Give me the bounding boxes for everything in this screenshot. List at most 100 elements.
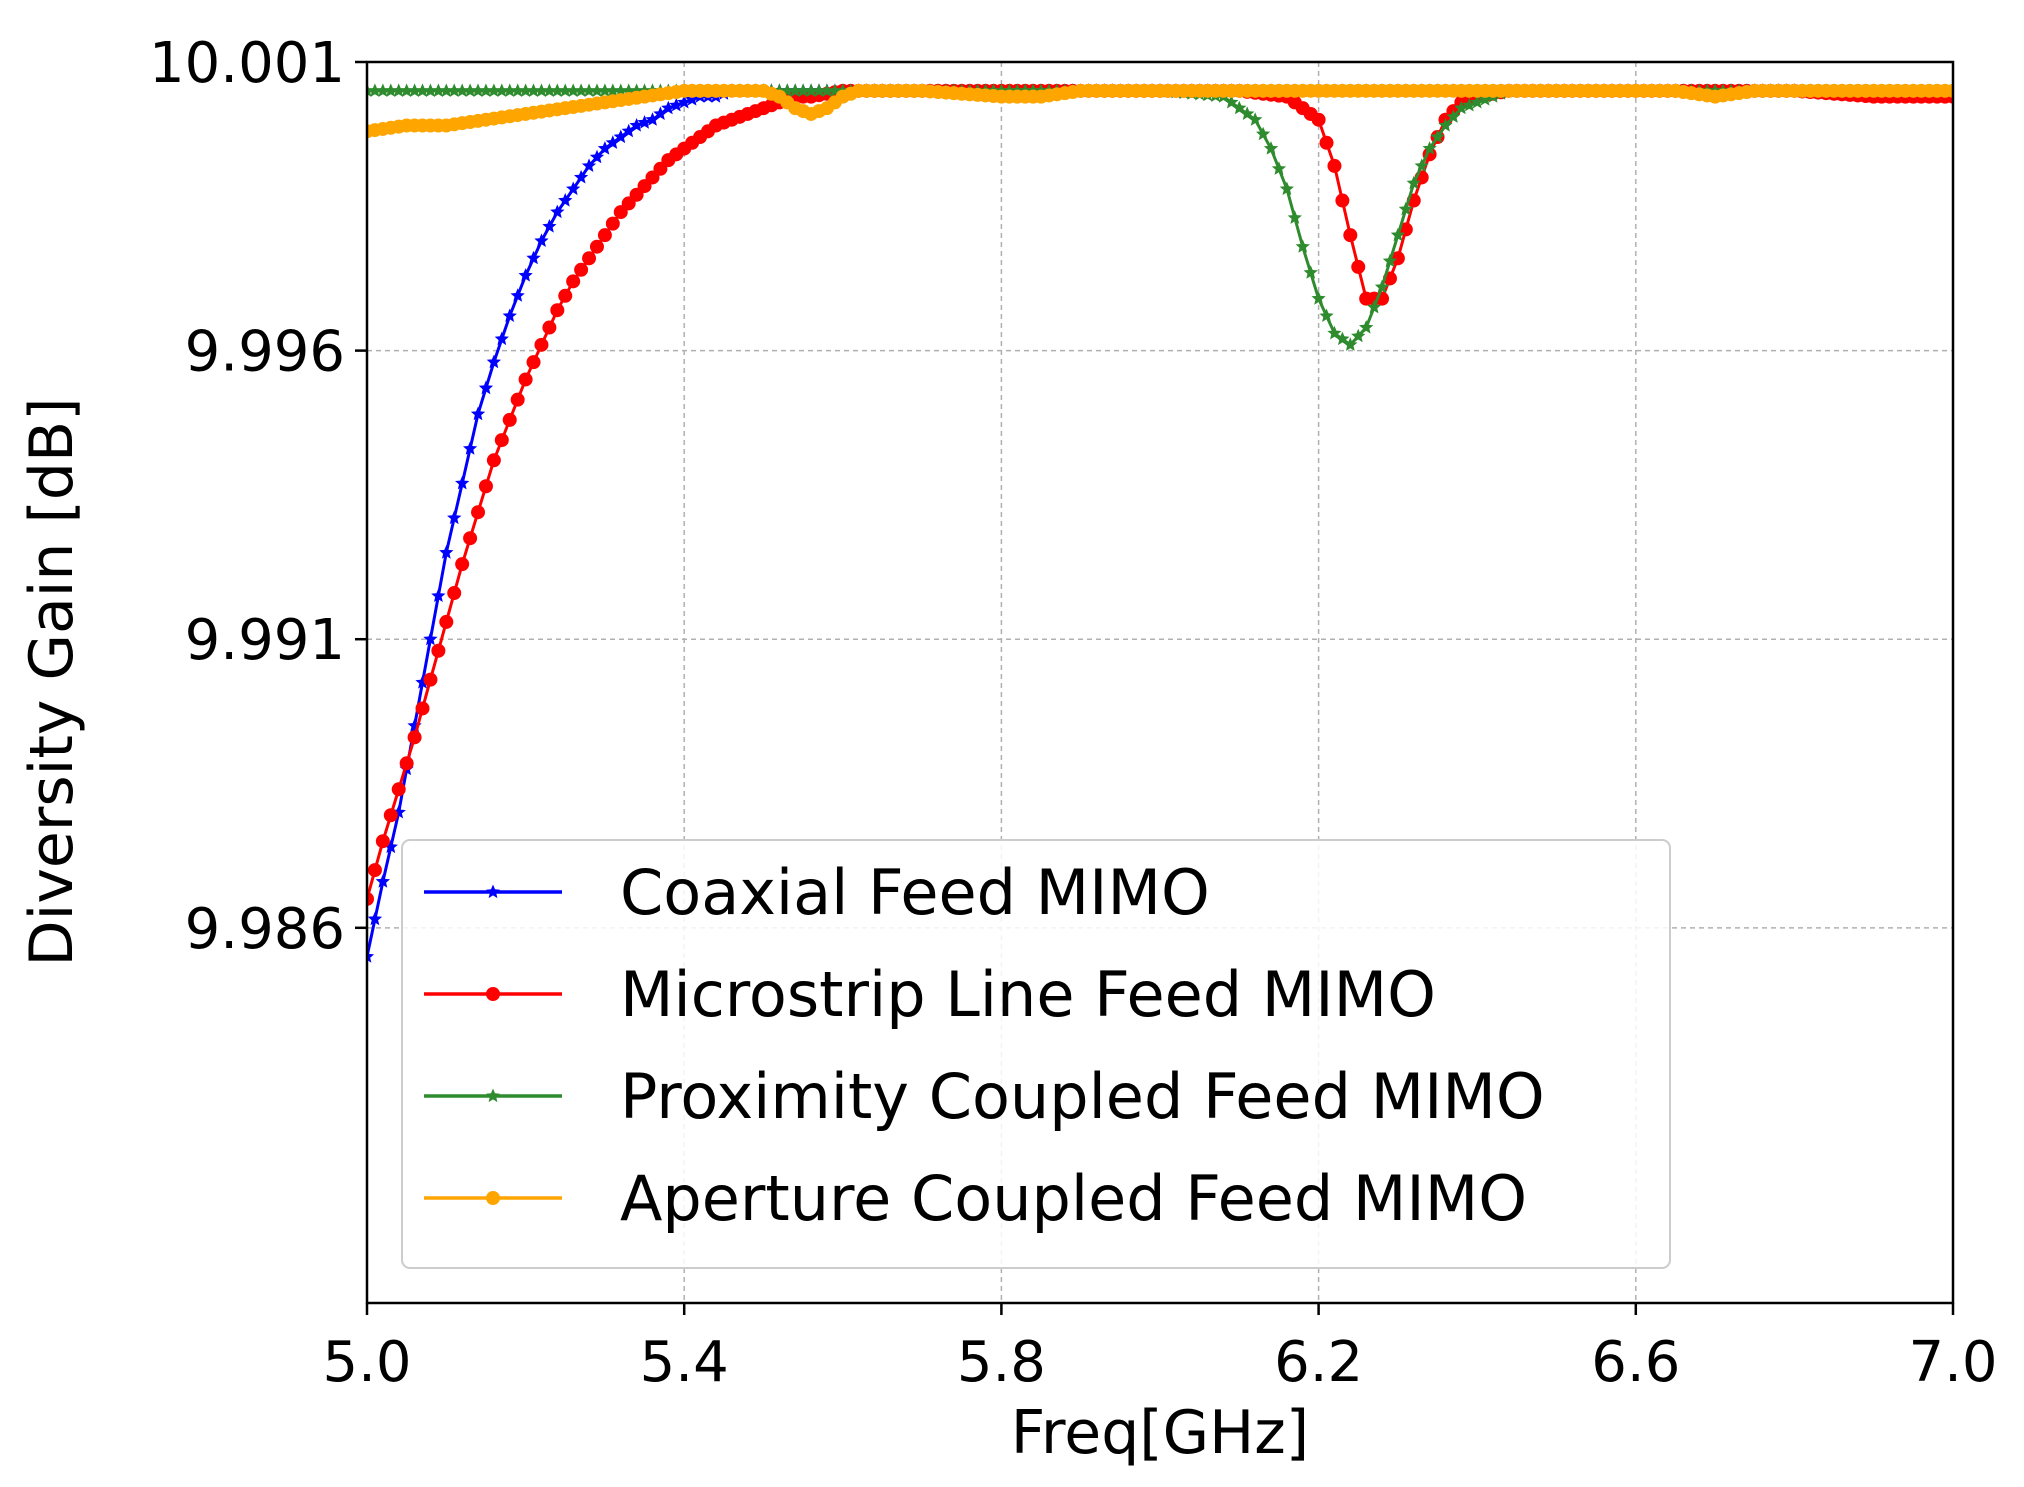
data-point — [478, 83, 494, 97]
data-point — [788, 83, 803, 97]
data-point — [1224, 94, 1239, 109]
data-point — [470, 83, 486, 97]
data-point — [463, 441, 478, 455]
data-point — [1438, 118, 1453, 132]
data-point — [383, 83, 398, 97]
legend-swatch-marker — [486, 1191, 500, 1205]
data-point — [1382, 253, 1398, 268]
data-point — [605, 83, 620, 97]
series-group — [367, 83, 1953, 963]
data-point — [1454, 100, 1469, 115]
data-point — [367, 863, 382, 878]
data-point — [1351, 259, 1366, 274]
data-point — [367, 949, 375, 963]
data-point — [613, 129, 628, 144]
data-point — [463, 83, 478, 97]
data-point — [796, 83, 811, 97]
plot-frame — [365, 60, 1955, 1305]
data-point — [367, 891, 374, 906]
legend-label: Proximity Coupled Feed MIMO — [620, 1060, 1545, 1133]
data-point — [1390, 227, 1405, 242]
data-point — [447, 510, 462, 525]
data-point — [502, 412, 517, 427]
data-point — [1335, 331, 1350, 346]
data-point — [1343, 337, 1358, 351]
data-point — [415, 83, 430, 97]
data-point — [542, 320, 557, 335]
data-point — [383, 839, 398, 854]
y-tick-label: 9.996 — [185, 320, 345, 385]
legend-label: Microstrip Line Feed MIMO — [620, 958, 1436, 1031]
data-point — [1256, 126, 1271, 141]
y-axis-label: Diversity Gain [dB] — [17, 397, 87, 966]
data-point — [1279, 181, 1294, 196]
data-point — [621, 123, 636, 138]
data-point — [566, 181, 581, 196]
data-point — [447, 586, 462, 601]
data-point — [597, 83, 612, 97]
legend-label: Coaxial Feed MIMO — [620, 856, 1210, 929]
data-point — [1359, 320, 1374, 334]
data-point — [581, 83, 597, 97]
data-point — [510, 392, 525, 407]
data-point — [478, 479, 493, 494]
data-point — [518, 83, 533, 97]
data-point — [526, 355, 541, 370]
data-point — [1374, 279, 1390, 294]
data-point — [589, 149, 605, 164]
data-point — [415, 675, 430, 689]
data-point — [407, 83, 422, 97]
data-point — [423, 672, 438, 687]
data-point — [1248, 112, 1263, 126]
data-point — [1946, 83, 1953, 98]
data-point — [399, 756, 414, 771]
data-point — [550, 303, 565, 318]
x-tick-label: 5.4 — [640, 1330, 729, 1395]
data-point — [399, 83, 414, 97]
data-point — [494, 331, 509, 346]
data-point — [661, 100, 676, 115]
x-tick-label: 5.8 — [957, 1330, 1046, 1395]
x-tick-label: 6.2 — [1274, 1330, 1363, 1395]
data-point — [589, 83, 605, 97]
data-point — [510, 83, 525, 97]
data-point — [1287, 210, 1302, 224]
legend-swatch-marker — [485, 1088, 501, 1103]
data-point — [375, 83, 390, 97]
data-point — [1414, 158, 1429, 172]
data-point — [510, 288, 525, 302]
data-point — [574, 169, 589, 184]
data-point — [669, 97, 684, 112]
data-point — [550, 204, 565, 219]
data-point — [383, 808, 398, 823]
data-point — [439, 614, 454, 629]
legend-item-1: Coaxial Feed MIMO — [424, 856, 1210, 929]
data-point — [447, 83, 462, 97]
data-point — [1327, 158, 1342, 173]
data-point — [439, 545, 454, 559]
data-point — [1470, 94, 1485, 109]
data-point — [1335, 193, 1350, 208]
data-point — [502, 83, 517, 97]
data-point — [566, 83, 581, 97]
data-point — [1271, 161, 1287, 175]
data-point — [637, 115, 652, 129]
data-point — [367, 911, 383, 926]
data-point — [542, 83, 557, 97]
data-point — [478, 380, 494, 395]
data-point — [581, 158, 597, 172]
data-point — [653, 106, 668, 120]
data-point — [1327, 325, 1342, 340]
data-point — [518, 372, 533, 387]
data-point — [582, 251, 597, 266]
data-point — [597, 141, 612, 155]
data-point — [470, 406, 486, 421]
data-point — [1367, 299, 1382, 314]
legend-swatch-marker — [486, 987, 500, 1001]
data-point — [811, 83, 827, 97]
data-point — [1430, 129, 1445, 144]
data-point — [486, 83, 501, 97]
data-point — [1311, 112, 1326, 127]
data-point — [486, 453, 501, 468]
data-point — [415, 701, 430, 716]
